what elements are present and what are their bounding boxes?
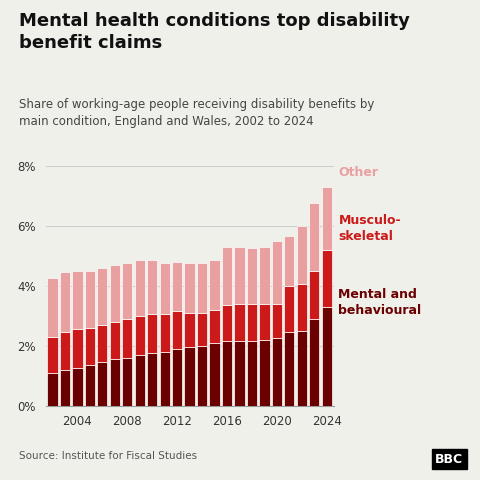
Bar (234, 304, 245, 341)
Bar (147, 314, 157, 353)
Bar (272, 303, 282, 338)
Bar (297, 331, 307, 406)
Bar (122, 263, 132, 319)
Bar (85, 365, 95, 406)
Bar (97, 267, 108, 324)
Bar (122, 358, 132, 406)
Bar (110, 322, 120, 359)
Bar (259, 247, 269, 303)
Bar (60, 272, 70, 332)
Bar (159, 351, 170, 406)
Bar (322, 187, 332, 250)
Bar (72, 271, 83, 329)
Bar (60, 370, 70, 406)
Bar (147, 353, 157, 406)
Bar (234, 247, 245, 303)
Text: Share of working-age people receiving disability benefits by
main condition, Eng: Share of working-age people receiving di… (19, 98, 374, 128)
Text: Source: Institute for Fiscal Studies: Source: Institute for Fiscal Studies (19, 451, 197, 461)
Bar (184, 312, 195, 347)
Bar (159, 263, 170, 314)
Bar (97, 362, 108, 406)
Bar (272, 338, 282, 406)
Bar (222, 341, 232, 406)
Bar (209, 343, 220, 406)
Bar (309, 319, 319, 406)
Bar (222, 247, 232, 305)
Text: BBC: BBC (435, 453, 463, 466)
Bar (209, 260, 220, 310)
Bar (309, 203, 319, 271)
Bar (209, 310, 220, 343)
Bar (48, 278, 58, 336)
Bar (134, 316, 145, 355)
Bar (322, 250, 332, 307)
Bar (184, 263, 195, 312)
Bar (172, 311, 182, 348)
Bar (85, 271, 95, 327)
Bar (134, 355, 145, 406)
Bar (284, 236, 294, 286)
Bar (222, 305, 232, 341)
Bar (172, 348, 182, 406)
Bar (110, 264, 120, 322)
Bar (48, 372, 58, 406)
Bar (297, 226, 307, 284)
Bar (85, 327, 95, 365)
Bar (322, 307, 332, 406)
Text: Mental and
behavioural: Mental and behavioural (338, 288, 421, 317)
Bar (60, 332, 70, 370)
Bar (184, 347, 195, 406)
Bar (284, 286, 294, 332)
Bar (297, 284, 307, 331)
Bar (72, 368, 83, 406)
Bar (72, 329, 83, 368)
Bar (247, 304, 257, 341)
Bar (122, 319, 132, 358)
Bar (272, 240, 282, 303)
Bar (197, 312, 207, 346)
Text: Mental health conditions top disability
benefit claims: Mental health conditions top disability … (19, 12, 410, 52)
Bar (97, 324, 108, 362)
Text: Musculo-
skeletal: Musculo- skeletal (338, 214, 401, 242)
Bar (48, 336, 58, 372)
Text: Other: Other (338, 166, 378, 180)
Bar (309, 271, 319, 319)
Bar (172, 262, 182, 311)
Bar (147, 260, 157, 314)
Bar (197, 263, 207, 312)
Bar (197, 346, 207, 406)
Bar (134, 260, 145, 316)
Bar (247, 248, 257, 303)
Bar (284, 332, 294, 406)
Bar (110, 359, 120, 406)
Bar (234, 341, 245, 406)
Bar (247, 341, 257, 406)
Bar (259, 303, 269, 339)
Bar (259, 339, 269, 406)
Bar (159, 314, 170, 351)
